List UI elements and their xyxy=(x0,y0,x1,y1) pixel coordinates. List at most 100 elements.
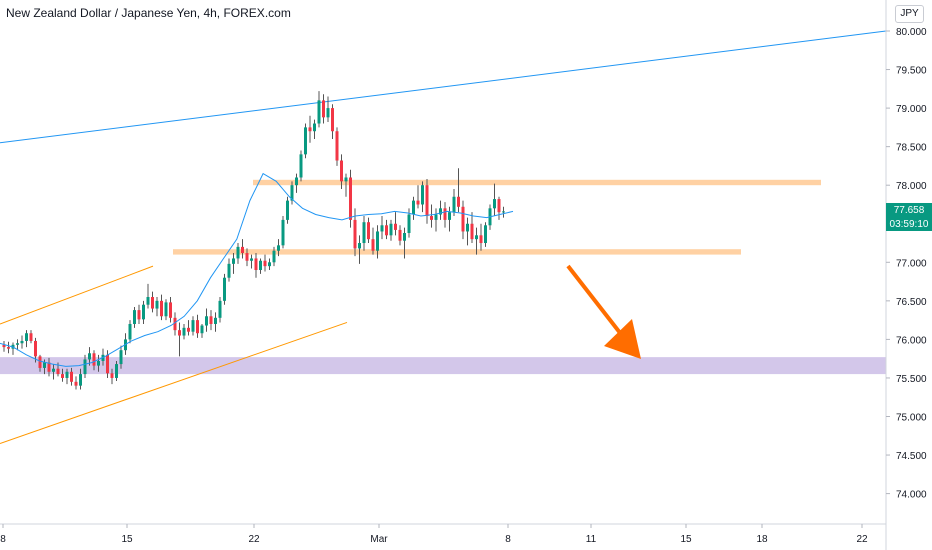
candle-body xyxy=(259,260,262,271)
candle-body xyxy=(461,206,465,232)
price-tick-label: 79.000 xyxy=(896,104,927,115)
candle-body xyxy=(178,330,181,336)
candle-body xyxy=(56,368,60,375)
candle-body xyxy=(290,185,294,201)
candle-body xyxy=(295,177,298,186)
candle-body xyxy=(335,131,339,161)
price-tick-label: 74.500 xyxy=(896,451,927,462)
price-tick-label: 78.000 xyxy=(896,181,927,192)
candle-body xyxy=(448,212,451,220)
candle-body xyxy=(263,260,267,267)
candle-body xyxy=(200,325,204,334)
candle-body xyxy=(250,258,253,261)
candle-body xyxy=(371,239,375,251)
time-tick-label: Mar xyxy=(370,534,388,545)
last-price-badge: 77.658 03:59:10 xyxy=(886,203,932,231)
resistance-zone[interactable] xyxy=(253,179,821,186)
candle-body xyxy=(353,219,357,249)
candle-body xyxy=(502,211,505,213)
candle-body xyxy=(245,253,249,261)
candle-body xyxy=(394,223,397,230)
price-tick-label: 74.000 xyxy=(896,490,927,501)
candle-body xyxy=(191,320,195,332)
candle-body xyxy=(209,316,213,324)
candle-body xyxy=(88,353,91,360)
candle-body xyxy=(79,374,82,386)
candle-body xyxy=(380,225,384,232)
candle-body xyxy=(254,258,258,271)
candle-body xyxy=(313,123,316,132)
candle-body xyxy=(187,327,190,332)
candle-body xyxy=(344,177,348,182)
price-tick-label: 77.000 xyxy=(896,258,927,269)
price-tick-label: 76.500 xyxy=(896,297,927,308)
candle-body xyxy=(43,362,46,368)
price-tick-label: 76.000 xyxy=(896,335,927,346)
candle-body xyxy=(281,219,285,246)
candle-body xyxy=(385,225,388,236)
candle-body xyxy=(97,360,100,366)
candle-body xyxy=(376,231,379,251)
candle-body xyxy=(70,371,73,382)
currency-button[interactable]: JPY xyxy=(895,5,924,23)
candle-body xyxy=(470,223,474,240)
candle-body xyxy=(299,154,303,178)
blue-trendline[interactable] xyxy=(0,30,887,144)
price-tick-label: 78.500 xyxy=(896,143,927,154)
candle-body xyxy=(196,320,199,334)
candle-body xyxy=(7,347,10,349)
support-target-zone[interactable] xyxy=(0,357,886,375)
support-zone[interactable] xyxy=(173,249,741,255)
candle-body xyxy=(497,199,501,213)
candle-body xyxy=(151,296,154,309)
candle-body xyxy=(479,235,483,244)
candle-body xyxy=(358,243,361,249)
candle-body xyxy=(322,100,325,118)
candle-body xyxy=(232,258,235,264)
candle-body xyxy=(421,185,424,205)
candle-body xyxy=(430,216,433,220)
candle-body xyxy=(227,263,231,278)
time-tick-label: 22 xyxy=(248,534,260,545)
channel-upper-line[interactable] xyxy=(0,265,154,325)
channel-lower-line[interactable] xyxy=(0,321,348,444)
candle-body xyxy=(241,246,244,254)
candle-body xyxy=(110,373,114,378)
candle-body xyxy=(304,127,307,155)
candle-body xyxy=(29,333,33,341)
projection-arrow-icon[interactable] xyxy=(566,264,641,359)
candle-body xyxy=(412,200,415,215)
time-tick-label: 11 xyxy=(586,534,597,545)
candle-body xyxy=(443,208,447,220)
candle-body xyxy=(65,371,69,378)
candle-body xyxy=(425,185,429,217)
time-tick-label: 8 xyxy=(505,534,511,545)
price-tick-label: 75.000 xyxy=(896,413,927,424)
candle-body xyxy=(308,127,312,132)
candle-body xyxy=(268,262,271,267)
candle-body xyxy=(119,350,123,365)
candle-body xyxy=(272,250,276,263)
price-axis[interactable]: 80.00079.50079.00078.50078.00077.50077.0… xyxy=(886,27,927,501)
time-axis[interactable]: 8 15 22 Mar 8 11 15 18 22 xyxy=(0,524,868,545)
candle-body xyxy=(34,340,37,357)
candle-body xyxy=(137,310,141,320)
candle-body xyxy=(493,199,496,209)
candle-body xyxy=(286,200,289,220)
candle-body xyxy=(128,323,132,340)
candle-body xyxy=(389,223,393,236)
time-tick-label: 8 xyxy=(0,534,6,545)
candle-body xyxy=(142,304,145,320)
price-tick-label: 75.500 xyxy=(896,374,927,385)
time-tick-label: 18 xyxy=(756,534,768,545)
candle-body xyxy=(169,302,172,318)
plot-area[interactable] xyxy=(0,0,886,524)
candle-body xyxy=(407,214,411,234)
candle-body xyxy=(52,368,55,372)
candle-body xyxy=(47,362,51,372)
candle-body xyxy=(92,353,96,366)
candle-body xyxy=(403,233,406,241)
candle-body xyxy=(182,327,186,336)
candle-body xyxy=(164,302,168,317)
